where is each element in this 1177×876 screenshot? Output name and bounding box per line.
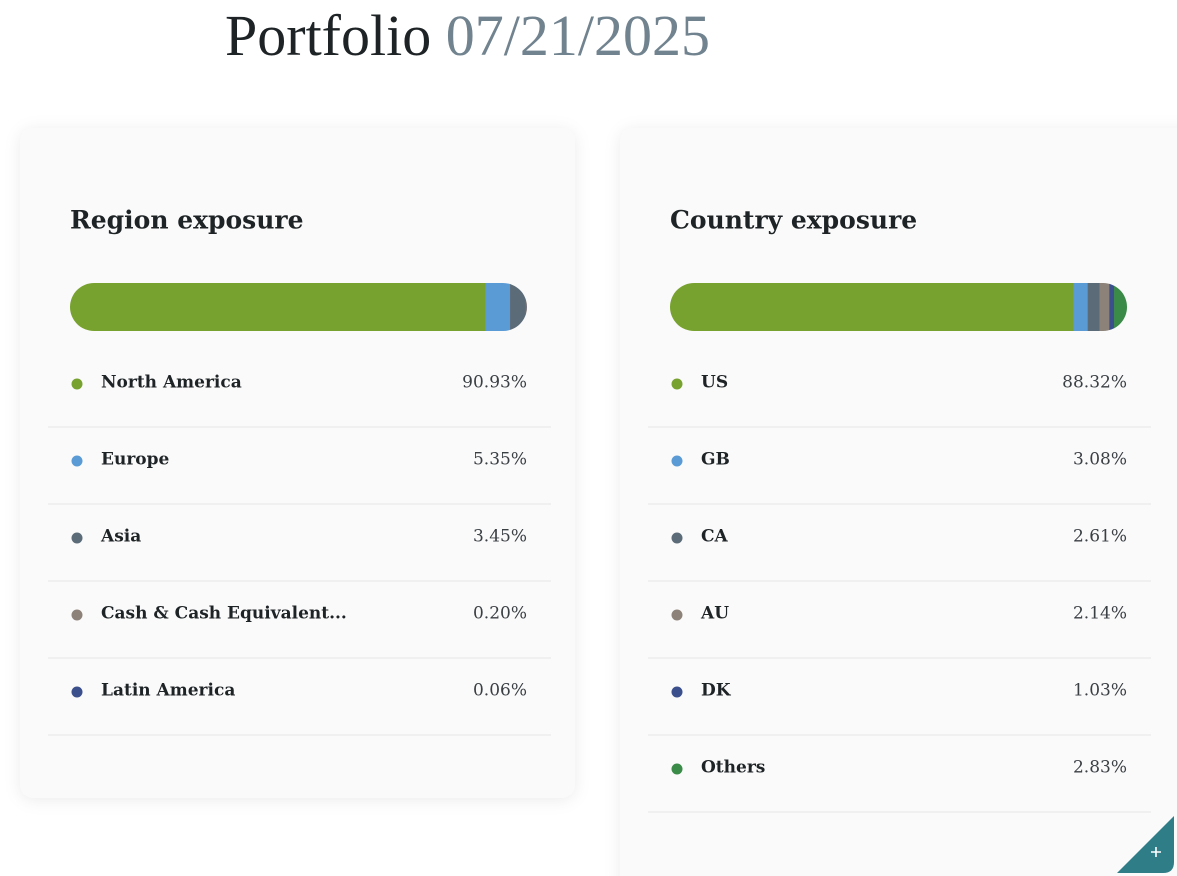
legend-dot — [71, 532, 83, 544]
row-value: 2.61% — [1073, 527, 1127, 547]
title-date: 07/21/2025 — [446, 3, 710, 68]
bar-segment — [670, 283, 1074, 331]
stacked-bar — [670, 283, 1127, 331]
bar-segment — [485, 283, 511, 331]
bar-segment — [1087, 283, 1100, 331]
row-value: 88.32% — [1062, 373, 1127, 393]
legend-dot — [671, 532, 683, 544]
bar-segment — [526, 283, 527, 331]
row-label: US — [701, 373, 728, 393]
row-value: 2.83% — [1073, 758, 1127, 778]
row-label: Latin America — [101, 681, 235, 701]
row-label: Cash & Cash Equivalent... — [101, 604, 347, 624]
row-label: GB — [701, 450, 730, 470]
row-value: 0.20% — [473, 604, 527, 624]
bar-segment — [1109, 283, 1115, 331]
bar-segment — [1114, 283, 1127, 331]
bar-segment — [525, 283, 527, 331]
bar-segment — [510, 283, 527, 331]
row-value: 90.93% — [462, 373, 527, 393]
row-label: Asia — [100, 527, 141, 547]
title-text: Portfolio — [225, 3, 431, 68]
card-title: Region exposure — [70, 206, 304, 235]
bar-segment — [1099, 283, 1110, 331]
legend-dot — [671, 609, 683, 621]
row-label: AU — [700, 604, 729, 624]
legend-dot — [671, 686, 683, 698]
legend-dot — [671, 763, 683, 775]
row-value: 5.35% — [473, 450, 527, 470]
stacked-bar — [70, 283, 527, 331]
row-label: DK — [701, 681, 732, 701]
row-label: North America — [101, 373, 242, 393]
row-label: CA — [701, 527, 729, 547]
row-label: Others — [701, 758, 765, 778]
bar-segment — [70, 283, 486, 331]
corner-button[interactable] — [1117, 816, 1174, 873]
bar-segment — [1073, 283, 1088, 331]
page-title: Portfolio 07/21/2025 — [225, 3, 710, 68]
row-value: 1.03% — [1073, 681, 1127, 701]
legend-dot — [71, 455, 83, 467]
plus-icon[interactable] — [1151, 847, 1161, 857]
expand-button[interactable] — [1117, 816, 1174, 873]
legend-dot — [71, 686, 83, 698]
legend-dot — [671, 455, 683, 467]
legend-dot — [671, 378, 683, 390]
row-label: Europe — [101, 450, 169, 470]
legend-dot — [71, 378, 83, 390]
row-value: 3.45% — [473, 527, 527, 547]
legend-dot — [71, 609, 83, 621]
card-title: Country exposure — [670, 206, 917, 235]
row-value: 3.08% — [1073, 450, 1127, 470]
row-value: 2.14% — [1073, 604, 1127, 624]
row-value: 0.06% — [473, 681, 527, 701]
